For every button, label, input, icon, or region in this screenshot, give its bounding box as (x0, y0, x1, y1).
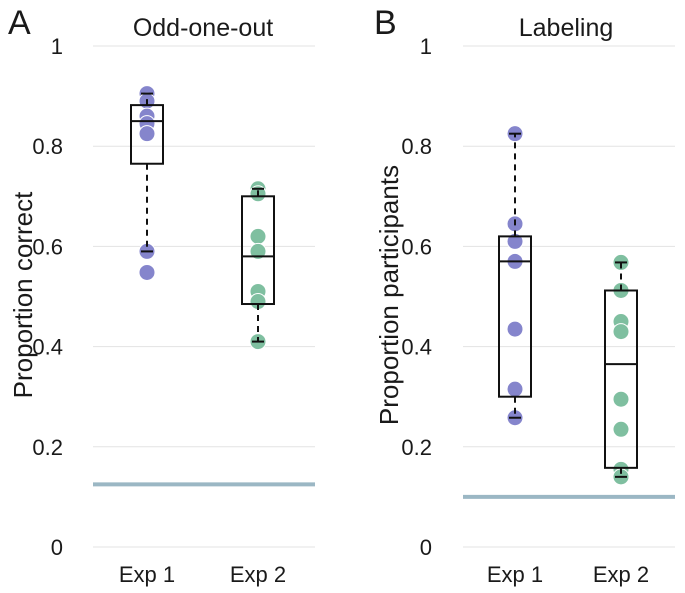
y-tick-label: 0.8 (401, 134, 432, 159)
y-tick-label: 0.4 (32, 335, 63, 360)
panel-b: B Labeling Proportion participants 00.20… (374, 4, 675, 587)
interquartile-box (498, 235, 532, 398)
x-tick-label: Exp 1 (119, 562, 175, 587)
x-tick-label: Exp 2 (593, 562, 649, 587)
x-tick-label: Exp 2 (230, 562, 286, 587)
y-tick-label: 1 (51, 34, 63, 59)
y-tick-label: 0.6 (32, 234, 63, 259)
panel-letter-b: B (374, 4, 397, 42)
interquartile-box (604, 289, 638, 469)
y-tick-label: 0.6 (401, 234, 432, 259)
data-point (249, 227, 267, 245)
y-tick-label: 0 (420, 535, 432, 560)
panel-title-a: Odd-one-out (133, 14, 273, 42)
panel-title-b: Labeling (519, 14, 614, 42)
y-tick-label: 0.2 (32, 435, 63, 460)
y-tick-label: 0 (51, 535, 63, 560)
y-axis-label-a: Proportion correct (8, 191, 38, 398)
data-point (249, 242, 267, 260)
data-point (612, 390, 630, 408)
data-point (138, 263, 156, 281)
plot-area-a: 0 0.2 0.4 0.6 0.8 1 Exp 1 Exp 2 (32, 34, 315, 587)
x-tick-label: Exp 1 (487, 562, 543, 587)
series-exp-1 (498, 125, 532, 427)
data-point (506, 320, 524, 338)
y-tick-label: 0.2 (401, 435, 432, 460)
y-tick-label: 0.8 (32, 134, 63, 159)
interquartile-box (130, 104, 164, 165)
series-exp-1 (130, 85, 164, 281)
y-tick-label: 0.4 (401, 335, 432, 360)
data-point (612, 420, 630, 438)
data-point (612, 323, 630, 341)
panel-letter-a: A (8, 4, 31, 42)
data-point (138, 125, 156, 143)
series-exp-2 (241, 180, 275, 351)
series-exp-2 (604, 253, 638, 486)
data-point (506, 380, 524, 398)
interquartile-box (241, 195, 275, 306)
panel-a: A Odd-one-out Proportion correct 0 0.2 0.4… (8, 4, 315, 587)
y-tick-label: 1 (420, 34, 432, 59)
y-axis-label-b: Proportion participants (374, 165, 404, 425)
plot-area-b: 0 0.2 0.4 0.6 0.8 1 Exp 1 Exp 2 (401, 34, 675, 587)
